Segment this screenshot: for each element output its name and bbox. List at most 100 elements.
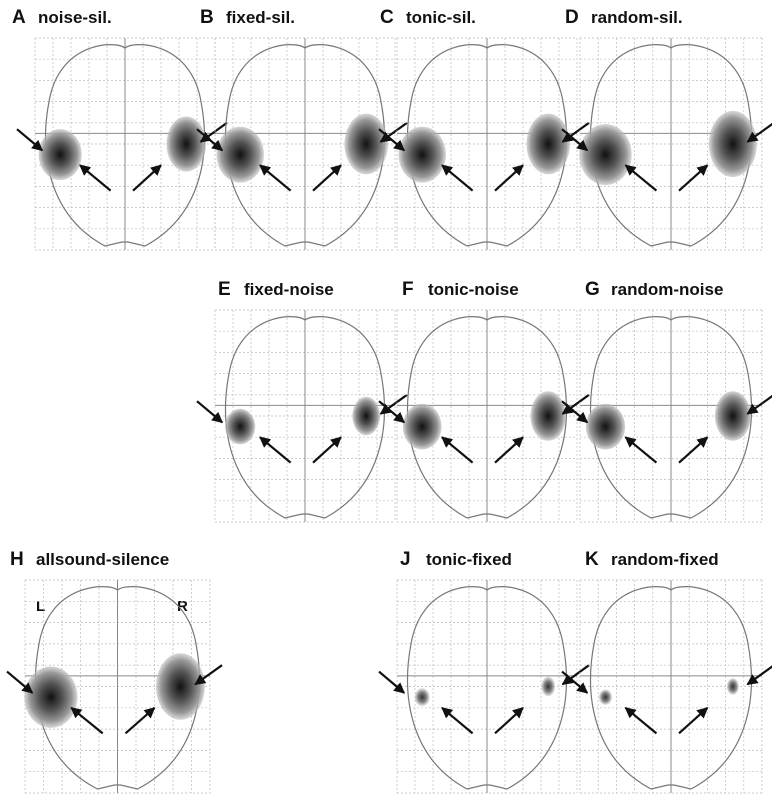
arrow bbox=[441, 436, 474, 464]
arrow bbox=[561, 664, 590, 686]
arrow bbox=[6, 670, 34, 694]
arrow bbox=[561, 393, 590, 415]
hemisphere-right: R bbox=[177, 598, 188, 615]
activation bbox=[585, 403, 626, 450]
arrow bbox=[678, 436, 709, 464]
panel-label: random-fixed bbox=[611, 550, 719, 569]
panel-letter: F bbox=[402, 279, 414, 300]
arrow bbox=[379, 121, 408, 143]
panel-letter: H bbox=[10, 549, 24, 570]
activation bbox=[530, 391, 567, 441]
panel-label: fixed-noise bbox=[244, 280, 334, 299]
arrow bbox=[312, 436, 342, 464]
arrow bbox=[494, 706, 524, 735]
brain-outline bbox=[589, 586, 753, 790]
panel-label: tonic-sil. bbox=[406, 8, 476, 27]
arrow bbox=[746, 665, 772, 686]
arrow bbox=[259, 164, 292, 192]
arrow bbox=[678, 706, 709, 735]
arrow bbox=[132, 164, 162, 192]
activation bbox=[155, 653, 205, 720]
arrow bbox=[196, 128, 224, 152]
arrow bbox=[312, 164, 342, 192]
panel-label: allsound-silence bbox=[36, 550, 169, 569]
activation bbox=[38, 129, 82, 181]
arrow bbox=[561, 400, 589, 424]
activation bbox=[398, 126, 446, 183]
activation bbox=[216, 126, 264, 183]
arrow bbox=[16, 128, 44, 152]
arrow bbox=[561, 128, 589, 152]
arrow bbox=[746, 122, 772, 143]
activation bbox=[414, 688, 430, 707]
activation bbox=[526, 113, 570, 175]
brain-outline bbox=[589, 44, 753, 247]
arrow bbox=[378, 670, 406, 694]
arrow bbox=[70, 706, 104, 735]
arrow bbox=[199, 121, 228, 143]
panel-label: tonic-fixed bbox=[426, 550, 512, 569]
panel-letter: E bbox=[218, 279, 231, 300]
brain-outline bbox=[44, 44, 206, 247]
arrow bbox=[624, 706, 658, 735]
arrow bbox=[441, 164, 474, 192]
arrow bbox=[624, 436, 658, 464]
brain-outline bbox=[406, 586, 568, 790]
arrow bbox=[561, 121, 590, 143]
activation bbox=[225, 408, 256, 445]
activation bbox=[708, 110, 757, 178]
arrow bbox=[378, 128, 406, 152]
brain-outline bbox=[35, 586, 200, 790]
panel-letter: G bbox=[585, 279, 600, 300]
panel-letter: A bbox=[12, 7, 26, 28]
activation bbox=[352, 396, 381, 436]
panel-label: random-noise bbox=[611, 280, 723, 299]
arrow bbox=[259, 436, 292, 464]
brain-outline bbox=[406, 316, 568, 519]
arrow bbox=[379, 393, 408, 415]
panel-letter: C bbox=[380, 7, 394, 28]
activation bbox=[24, 666, 78, 728]
panel-letter: K bbox=[585, 549, 599, 570]
panel-label: noise-sil. bbox=[38, 8, 112, 27]
arrow bbox=[441, 706, 474, 735]
arrow bbox=[194, 664, 223, 686]
arrow bbox=[79, 164, 112, 192]
arrow bbox=[124, 706, 156, 735]
panel-label: random-sil. bbox=[591, 8, 683, 27]
activation bbox=[714, 391, 751, 441]
hemisphere-left: L bbox=[36, 598, 45, 615]
activation bbox=[166, 116, 206, 172]
activation bbox=[541, 676, 556, 697]
brain-outline bbox=[224, 44, 386, 247]
brain-outline bbox=[406, 44, 568, 247]
arrow bbox=[494, 436, 524, 464]
arrow bbox=[746, 394, 772, 415]
arrow bbox=[561, 670, 589, 694]
panel-letter: D bbox=[565, 7, 579, 28]
panel-letter: B bbox=[200, 7, 214, 28]
activation bbox=[344, 113, 388, 175]
activation bbox=[402, 403, 442, 450]
panel-letter: J bbox=[400, 549, 411, 570]
panel-label: tonic-noise bbox=[428, 280, 519, 299]
activation bbox=[579, 124, 632, 186]
arrow bbox=[624, 164, 658, 192]
arrow bbox=[196, 400, 224, 424]
arrow bbox=[494, 164, 524, 192]
brain-outline bbox=[589, 316, 753, 519]
activation bbox=[598, 689, 613, 705]
arrow bbox=[678, 164, 709, 192]
arrow bbox=[378, 400, 406, 424]
